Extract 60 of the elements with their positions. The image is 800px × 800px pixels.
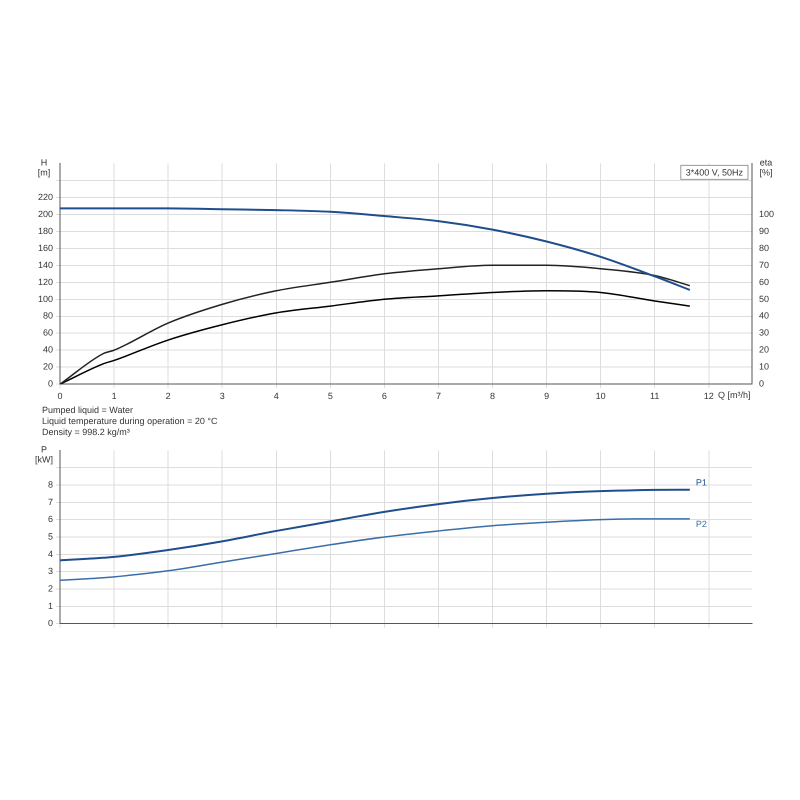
x-tick-label: 2 bbox=[166, 391, 171, 402]
y-tick-label: 8 bbox=[48, 480, 53, 490]
y2-tick-label: 50 bbox=[759, 294, 770, 304]
y-tick-label: 60 bbox=[42, 328, 53, 338]
text: Density = 998.2 kg/m³ bbox=[42, 427, 131, 438]
y-tick-label: 3 bbox=[48, 566, 53, 576]
x-tick-label: 5 bbox=[328, 391, 333, 402]
x-tick-label: 1 bbox=[112, 391, 117, 402]
y2-tick-label: 30 bbox=[759, 328, 770, 338]
line-series bbox=[60, 264, 691, 384]
text: Liquid temperature during operation = 20 °C bbox=[42, 416, 218, 427]
y-axis-title: H [m] bbox=[38, 157, 50, 178]
y-axis-title: P [kW] bbox=[35, 444, 53, 464]
x-axis-title: Q [m³/h] bbox=[718, 390, 751, 400]
y2-axis-title: eta [%] bbox=[759, 157, 773, 178]
y-tick-label: 180 bbox=[38, 226, 53, 236]
y2-tick-label: 20 bbox=[759, 344, 770, 355]
line-series bbox=[60, 488, 691, 562]
y-tick-label: 100 bbox=[38, 294, 53, 304]
y-tick-label: 2 bbox=[48, 583, 53, 594]
y-tick-label: 220 bbox=[38, 192, 53, 202]
y-tick-label: 120 bbox=[38, 276, 53, 287]
series-label: P1 bbox=[696, 478, 707, 488]
x-tick-label: 4 bbox=[274, 391, 279, 402]
y-tick-label: 20 bbox=[42, 362, 53, 372]
x-tick-label: 10 bbox=[596, 391, 606, 402]
text: Pumped liquid = Water bbox=[42, 405, 134, 416]
series-label: P2 bbox=[696, 518, 707, 529]
x-tick-label: 6 bbox=[382, 391, 387, 402]
y-tick-label: 140 bbox=[38, 260, 53, 270]
y-tick-label: 1 bbox=[48, 600, 53, 611]
y-tick-label: 0 bbox=[48, 618, 53, 628]
y2-tick-label: 80 bbox=[759, 242, 770, 253]
annotation: 3*400 V, 50Hz bbox=[686, 167, 744, 178]
y-tick-label: 160 bbox=[38, 242, 53, 253]
line-series bbox=[60, 290, 691, 384]
line-series bbox=[60, 207, 691, 291]
y-tick-label: 0 bbox=[48, 378, 53, 389]
y2-tick-label: 10 bbox=[759, 362, 770, 372]
y2-tick-label: 90 bbox=[759, 226, 770, 236]
y2-tick-label: 60 bbox=[759, 276, 770, 287]
x-tick-label: 0 bbox=[57, 391, 63, 402]
y-tick-label: 200 bbox=[38, 208, 53, 219]
y-tick-label: 40 bbox=[42, 344, 53, 355]
x-tick-label: 8 bbox=[490, 391, 496, 402]
y-tick-label: 6 bbox=[48, 514, 53, 524]
x-tick-label: 11 bbox=[650, 391, 660, 402]
y-tick-label: 7 bbox=[48, 496, 53, 507]
line-series bbox=[60, 518, 691, 582]
x-tick-label: 12 bbox=[704, 391, 714, 402]
y-tick-label: 4 bbox=[48, 548, 53, 559]
x-tick-label: 7 bbox=[436, 391, 441, 402]
y2-tick-label: 0 bbox=[759, 378, 764, 389]
y-tick-label: 5 bbox=[48, 531, 53, 542]
y2-tick-label: 40 bbox=[759, 310, 770, 321]
y2-tick-label: 70 bbox=[759, 260, 770, 270]
x-tick-label: 9 bbox=[544, 391, 550, 402]
x-tick-label: 3 bbox=[220, 391, 225, 402]
y-tick-label: 80 bbox=[42, 310, 53, 321]
y2-tick-label: 100 bbox=[759, 208, 774, 219]
